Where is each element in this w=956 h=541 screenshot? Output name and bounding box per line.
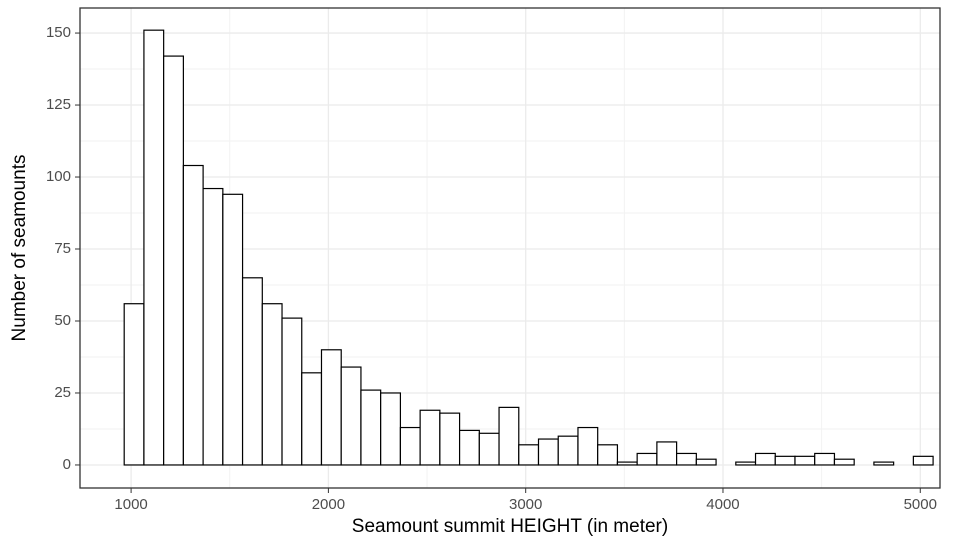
bar [478, 432, 500, 466]
bar [873, 461, 895, 466]
bar [557, 435, 579, 466]
bar [774, 455, 796, 466]
bar [636, 452, 658, 466]
bar [754, 452, 776, 466]
bar [498, 406, 520, 466]
bar [241, 277, 263, 466]
bar [695, 458, 717, 466]
y-tick-label: 0 [63, 456, 71, 473]
bar [518, 444, 540, 466]
x-tick-label: 4000 [706, 496, 739, 513]
bar [656, 441, 678, 466]
bar [439, 412, 461, 466]
bar [577, 426, 599, 466]
x-tick-label: 1000 [114, 496, 147, 513]
bar [163, 55, 184, 466]
bar [202, 187, 224, 466]
bar [123, 303, 145, 466]
bar [814, 452, 836, 466]
bar [537, 438, 559, 466]
bar [143, 29, 165, 466]
bar [301, 372, 323, 466]
bar [458, 429, 480, 466]
bar [360, 389, 382, 466]
y-tick-label: 125 [46, 96, 71, 113]
bar [399, 426, 421, 466]
bar [182, 164, 204, 466]
bar [676, 452, 697, 466]
bar [380, 392, 402, 466]
plot-border [79, 7, 941, 489]
bar [419, 409, 441, 466]
bar [340, 366, 362, 466]
x-tick-label: 2000 [312, 496, 345, 513]
bar [261, 303, 283, 466]
bar [616, 461, 638, 466]
bar [833, 458, 855, 466]
y-tick-label: 100 [46, 168, 71, 185]
x-tick-label: 3000 [509, 496, 542, 513]
y-tick-label: 25 [54, 384, 71, 401]
y-axis-title: Number of seamounts [9, 155, 30, 342]
x-tick-label: 5000 [904, 496, 937, 513]
bar [735, 461, 757, 466]
x-axis-title: Seamount summit HEIGHT (in meter) [352, 516, 668, 537]
bar [794, 455, 816, 466]
bar [281, 317, 303, 466]
bar [912, 455, 934, 466]
y-tick-label: 75 [54, 240, 71, 257]
bar [222, 193, 244, 466]
y-tick-label: 150 [46, 24, 71, 41]
bar [320, 349, 342, 466]
y-tick-label: 50 [54, 312, 71, 329]
bar [597, 444, 619, 466]
